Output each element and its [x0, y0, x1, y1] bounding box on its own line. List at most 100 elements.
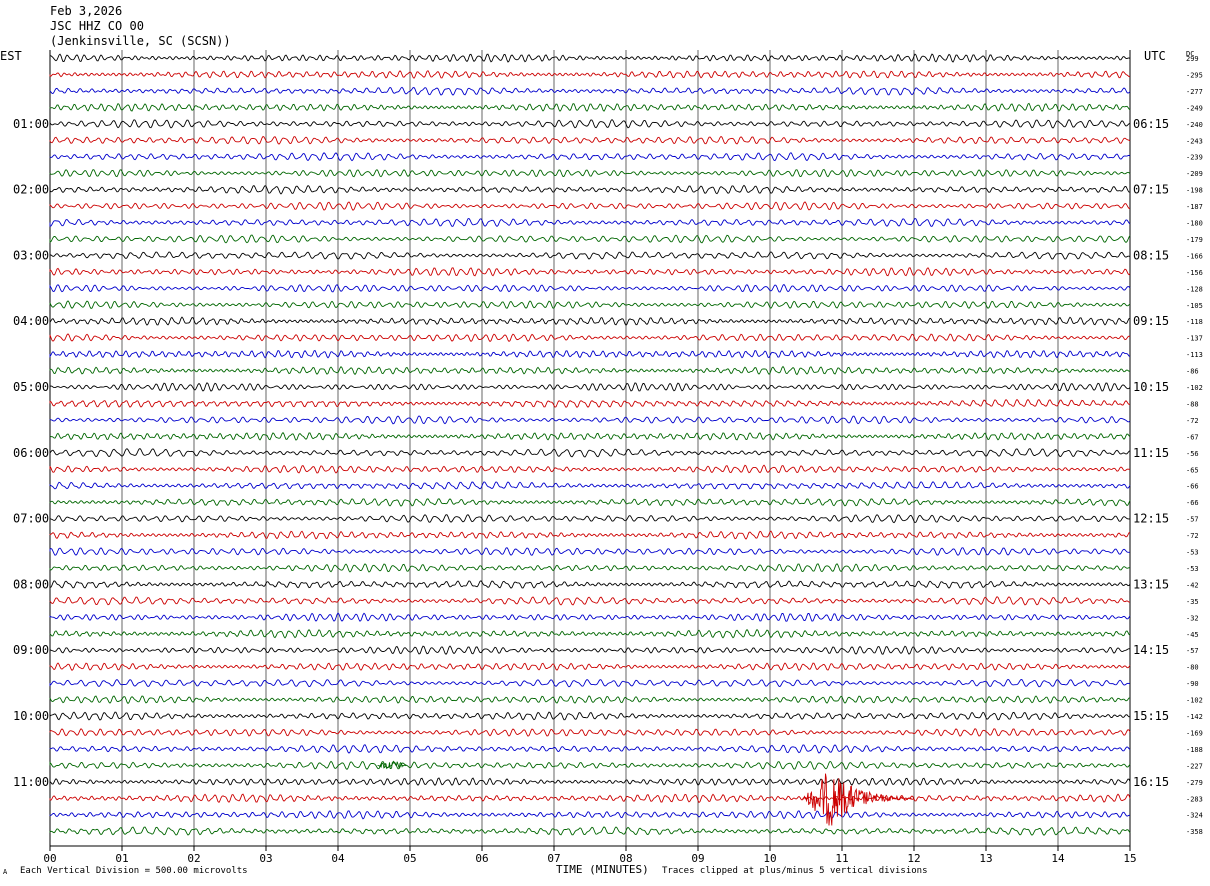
time-gridlines [49, 50, 1131, 851]
trace-row-41 [49, 711, 1131, 721]
trace-row-36 [49, 628, 1131, 639]
trace-row-26 [49, 464, 1131, 474]
est-hour-06:00: 06:00 [13, 446, 49, 460]
dc-offset-44: -227 [1186, 762, 1203, 770]
dc-offset-16: -105 [1186, 302, 1203, 310]
dc-offset-23: -72 [1186, 417, 1199, 425]
dc-offset-4: -249 [1186, 104, 1203, 112]
x-tick-label-12: 12 [907, 852, 920, 865]
trace-row-40 [49, 695, 1131, 705]
trace-row-31 [49, 546, 1131, 556]
trace-row-29 [49, 514, 1131, 524]
utc-hour-12:15: 12:15 [1133, 512, 1169, 526]
dc-offset-36: -45 [1186, 631, 1199, 639]
trace-row-25 [49, 448, 1131, 458]
x-tick-label-01: 01 [115, 852, 128, 865]
est-hour-07:00: 07:00 [13, 512, 49, 526]
trace-row-23 [49, 415, 1131, 425]
est-hour-04:00: 04:00 [13, 314, 49, 328]
trace-row-27 [49, 481, 1131, 490]
trace-row-24 [49, 431, 1131, 441]
dc-offset-17: -118 [1186, 318, 1203, 326]
dc-offset-14: -156 [1186, 269, 1203, 277]
est-hour-10:00: 10:00 [13, 709, 49, 723]
utc-hour-11:15: 11:15 [1133, 446, 1169, 460]
event-1 [377, 760, 407, 770]
trace-row-11 [49, 217, 1131, 228]
trace-row-32 [49, 563, 1131, 573]
x-tick-label-02: 02 [187, 852, 200, 865]
dc-offset-47: -324 [1186, 812, 1203, 820]
dc-offset-3: -277 [1186, 88, 1203, 96]
dc-offset-18: -137 [1186, 335, 1203, 343]
utc-hour-09:15: 09:15 [1133, 314, 1169, 328]
x-tick-label-03: 03 [259, 852, 272, 865]
trace-row-39 [49, 678, 1130, 688]
trace-row-19 [49, 349, 1131, 359]
scale-note: Each Vertical Division = 500.00 microvol… [20, 866, 248, 876]
dc-offset-10: -187 [1186, 203, 1203, 211]
x-tick-label-10: 10 [763, 852, 776, 865]
trace-row-45 [49, 777, 1131, 786]
trace-row-47 [49, 810, 1131, 820]
scale-value: 500.00 microvolts [155, 866, 248, 876]
trace-row-12 [49, 234, 1131, 244]
trace-row-42 [49, 728, 1131, 737]
dc-offset-20: -86 [1186, 368, 1199, 376]
scale-prefix: Each Vertical Division = [20, 866, 156, 876]
x-tick-label-13: 13 [979, 852, 992, 865]
dc-offset-33: -42 [1186, 581, 1199, 589]
dc-offset-40: -102 [1186, 697, 1203, 705]
est-hour-03:00: 03:00 [13, 248, 49, 262]
dc-offset-24: -67 [1186, 433, 1199, 441]
utc-hour-13:15: 13:15 [1133, 577, 1169, 591]
dc-offset-9: -198 [1186, 187, 1203, 195]
utc-hour-14:15: 14:15 [1133, 643, 1169, 657]
trace-row-3 [49, 86, 1131, 96]
right-axis-label: UTC [1144, 49, 1166, 63]
axis-labels: EST UTC DC TIME (MINUTES) 00 01 02 03 04 05 06… [0, 49, 1203, 876]
dc-offset-30: -72 [1186, 532, 1199, 540]
trace-row-35 [49, 612, 1131, 622]
trace-row-34 [49, 596, 1131, 606]
trace-row-4 [49, 102, 1131, 112]
dc-offset-48: -358 [1186, 828, 1203, 836]
utc-hour-15:15: 15:15 [1133, 709, 1169, 723]
trace-row-2 [49, 70, 1131, 79]
dc-offset-22: -88 [1186, 400, 1199, 408]
trace-row-6 [49, 135, 1131, 145]
dc-offset-27: -66 [1186, 483, 1199, 491]
trace-row-7 [49, 152, 1131, 162]
trace-row-15 [49, 283, 1131, 293]
dc-offset-41: -142 [1186, 713, 1203, 721]
dc-offset-43: -188 [1186, 746, 1203, 754]
dc-offset-38: -80 [1186, 664, 1199, 672]
trace-row-21 [49, 382, 1131, 392]
dc-offset-32: -53 [1186, 565, 1199, 573]
trace-row-33 [49, 580, 1131, 589]
station-code: JSC HHZ CO 00 [50, 19, 144, 33]
trace-row-8 [49, 168, 1131, 178]
utc-hour-08:15: 08:15 [1133, 248, 1169, 262]
x-tick-label-06: 06 [475, 852, 488, 865]
dc-label: DC [1186, 50, 1194, 58]
dc-offset-42: -169 [1186, 729, 1203, 737]
trace-row-38 [49, 662, 1131, 671]
x-tick-label-08: 08 [619, 852, 632, 865]
x-tick-label-04: 04 [331, 852, 345, 865]
dc-offset-46: -283 [1186, 795, 1203, 803]
seismic-traces [49, 53, 1131, 836]
event-signals [377, 760, 915, 826]
trace-row-18 [49, 333, 1131, 343]
dc-offset-31: -53 [1186, 549, 1199, 557]
dc-offset-8: -209 [1186, 170, 1203, 178]
x-tick-label-11: 11 [835, 852, 848, 865]
dc-offset-2: -295 [1186, 71, 1203, 79]
station-location: (Jenkinsville, SC (SCSN)) [50, 34, 231, 48]
x-tick-label-15: 15 [1123, 852, 1136, 865]
trace-row-20 [49, 365, 1131, 376]
trace-row-37 [49, 645, 1131, 655]
utc-hour-10:15: 10:15 [1133, 380, 1169, 394]
record-date: Feb 3,2026 [50, 4, 123, 18]
